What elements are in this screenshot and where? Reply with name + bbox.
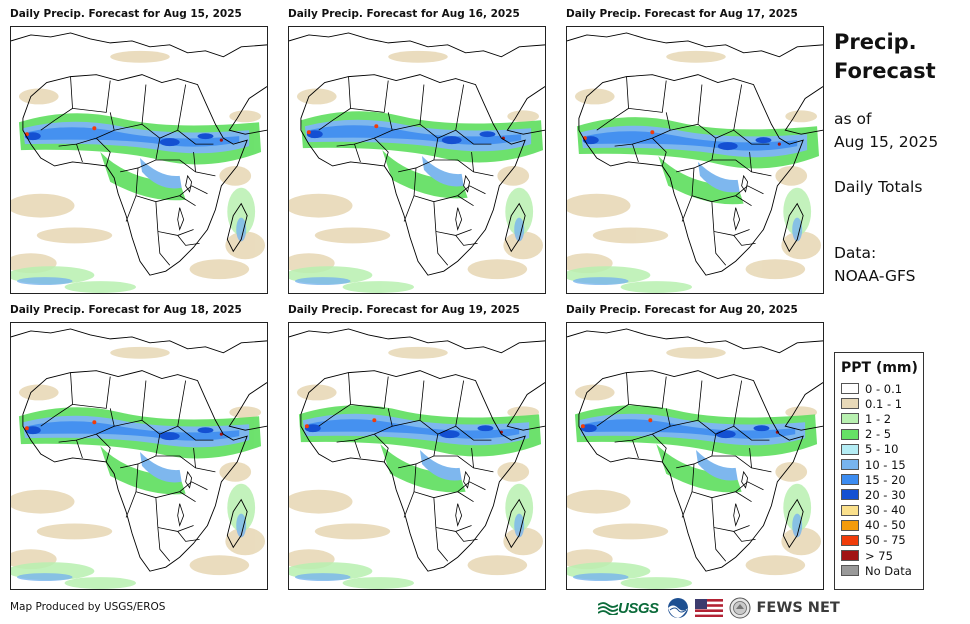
legend-item: 2 - 5 — [841, 427, 917, 442]
fews-net-wordmark: FEWS NET — [756, 600, 840, 616]
panel-title: Daily Precip. Forecast for Aug 18, 2025 — [10, 304, 242, 316]
legend-item: 1 - 2 — [841, 411, 917, 426]
usgs-wordmark: USGS — [618, 599, 659, 617]
as-of-date: as of Aug 15, 2025 — [834, 108, 959, 154]
legend-label: 50 - 75 — [865, 533, 906, 548]
legend-item: 0.1 - 1 — [841, 396, 917, 411]
legend-swatch — [841, 550, 859, 562]
legend-swatch — [841, 534, 859, 546]
panel-title: Daily Precip. Forecast for Aug 20, 2025 — [566, 304, 798, 316]
legend-item: 30 - 40 — [841, 503, 917, 518]
legend-item: 15 - 20 — [841, 472, 917, 487]
legend-swatch — [841, 383, 859, 395]
legend-label: 20 - 30 — [865, 487, 906, 502]
legend-item: No Data — [841, 563, 917, 578]
legend-swatch — [841, 398, 859, 410]
precip-map — [288, 26, 546, 294]
panel-title: Daily Precip. Forecast for Aug 15, 2025 — [10, 8, 242, 20]
legend-swatch — [841, 428, 859, 440]
legend-item: > 75 — [841, 548, 917, 563]
data-source-label: Data: — [834, 244, 877, 262]
legend-label: No Data — [865, 563, 912, 578]
legend-swatch — [841, 474, 859, 486]
legend-item: 0 - 0.1 — [841, 381, 917, 396]
side-title-line: Precip. — [834, 30, 917, 54]
legend-label: 30 - 40 — [865, 503, 906, 518]
legend-swatch — [841, 459, 859, 471]
legend-label: 1 - 2 — [865, 411, 892, 426]
legend-label: 10 - 15 — [865, 457, 906, 472]
legend-title: PPT (mm) — [841, 360, 918, 376]
legend-label: > 75 — [865, 548, 893, 563]
legend-swatch — [841, 519, 859, 531]
legend-label: 15 - 20 — [865, 472, 906, 487]
side-title: Precip. Forecast — [834, 28, 959, 86]
precip-map — [10, 26, 268, 294]
noaa-logo-icon — [667, 598, 688, 618]
data-source: Data: NOAA-GFS — [834, 242, 959, 288]
precip-map — [288, 322, 546, 590]
panel-title: Daily Precip. Forecast for Aug 16, 2025 — [288, 8, 520, 20]
legend-label: 40 - 50 — [865, 518, 906, 533]
usaid-seal-icon — [729, 597, 751, 619]
legend-swatch — [841, 489, 859, 501]
legend-item: 50 - 75 — [841, 533, 917, 548]
panel-title: Daily Precip. Forecast for Aug 17, 2025 — [566, 8, 798, 20]
legend-swatch — [841, 565, 859, 577]
side-title-line: Forecast — [834, 59, 936, 83]
legend-swatch — [841, 504, 859, 516]
usgs-wave-icon — [598, 602, 618, 615]
legend-item: 10 - 15 — [841, 457, 917, 472]
precip-map — [10, 322, 268, 590]
logo-bar: USGS FEWS NET — [598, 596, 840, 620]
data-source-value: NOAA-GFS — [834, 267, 916, 285]
legend-swatch — [841, 413, 859, 425]
legend-label: 0 - 0.1 — [865, 381, 903, 396]
legend-item: 5 - 10 — [841, 442, 917, 457]
legend-item: 40 - 50 — [841, 518, 917, 533]
precip-map — [566, 26, 824, 294]
map-credit: Map Produced by USGS/EROS — [10, 601, 166, 613]
legend-label: 0.1 - 1 — [865, 396, 903, 411]
legend-swatch — [841, 443, 859, 455]
legend-label: 2 - 5 — [865, 427, 892, 442]
usgs-logo: USGS — [598, 600, 659, 617]
legend-item: 20 - 30 — [841, 487, 917, 502]
totals-label: Daily Totals — [834, 178, 923, 196]
as-of-value: Aug 15, 2025 — [834, 133, 939, 151]
legend-label: 5 - 10 — [865, 442, 899, 457]
panel-title: Daily Precip. Forecast for Aug 19, 2025 — [288, 304, 520, 316]
precip-map — [566, 322, 824, 590]
us-flag-icon — [694, 599, 723, 617]
as-of-label: as of — [834, 110, 872, 128]
